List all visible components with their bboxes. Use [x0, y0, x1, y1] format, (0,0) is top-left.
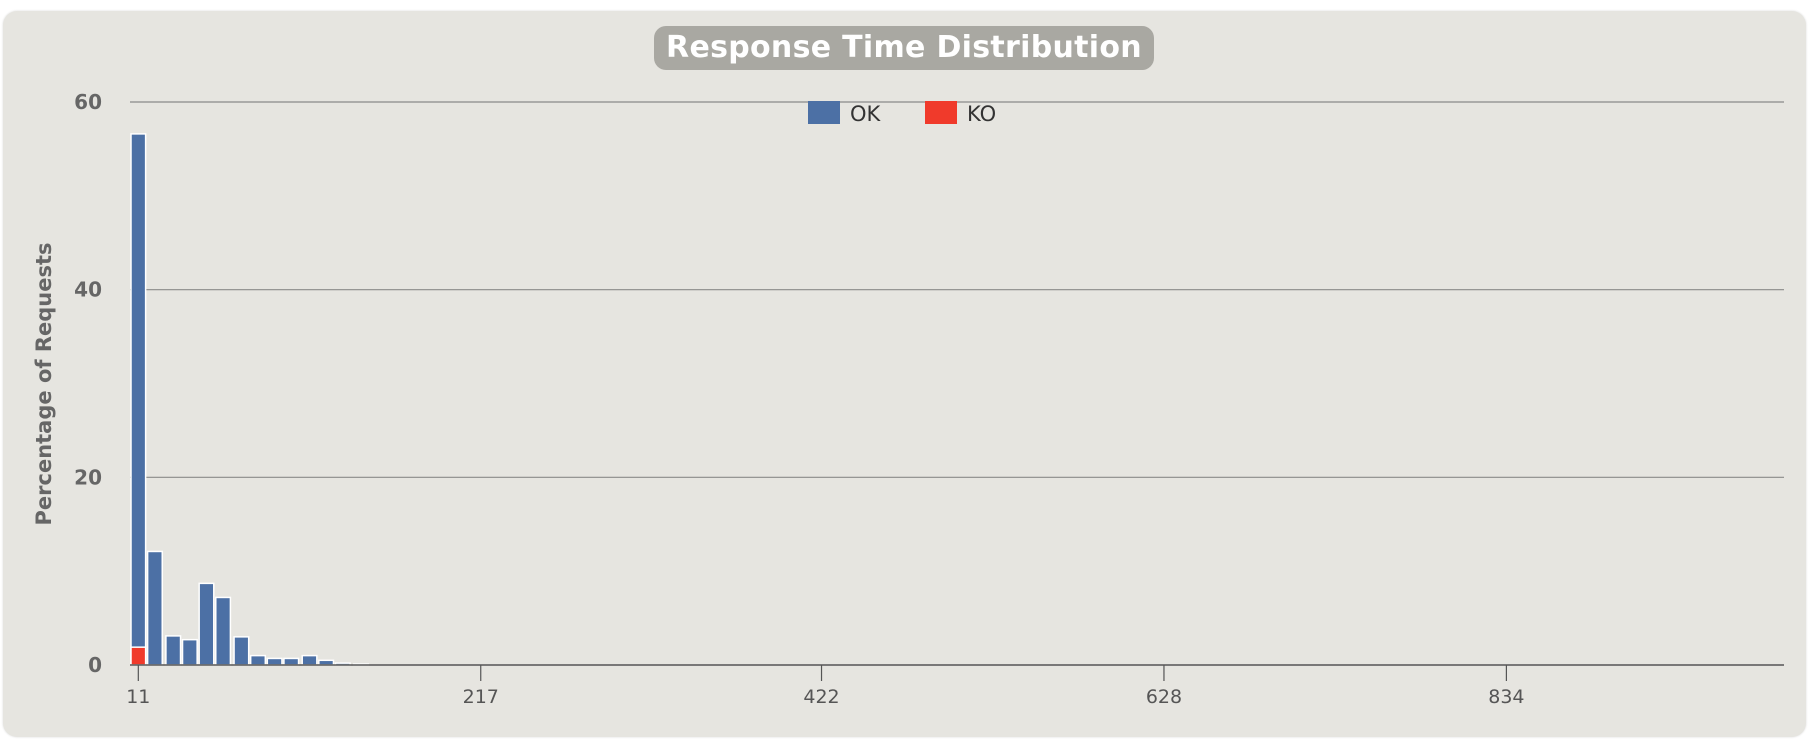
bar-ok-32[interactable]: [165, 635, 182, 666]
grid-lines: [130, 101, 1784, 478]
chart-panel: [3, 11, 1806, 737]
legend-swatch: [925, 101, 957, 124]
chart-title: Response Time Distribution: [654, 26, 1154, 70]
bar-ok-42[interactable]: [181, 638, 198, 666]
bar-ko-11[interactable]: [130, 646, 147, 666]
bar-ok-103[interactable]: [283, 657, 300, 666]
bar-ok-62[interactable]: [215, 596, 232, 666]
legend-item-ko[interactable]: KO: [925, 101, 996, 126]
bar-ok-114[interactable]: [301, 654, 318, 666]
legend[interactable]: OK KO: [808, 101, 996, 126]
bar-ok-11[interactable]: [130, 133, 147, 666]
y-tick-label: 40: [74, 278, 102, 302]
bar-ok-93[interactable]: [266, 657, 283, 666]
bar-ok-21[interactable]: [146, 550, 163, 666]
y-tick-label: 0: [88, 653, 102, 677]
bar-ok-73[interactable]: [233, 636, 250, 666]
legend-label: KO: [967, 102, 996, 126]
bars: [130, 133, 370, 666]
legend-swatch: [808, 101, 840, 124]
x-axis: 11 217 422 628 834: [126, 664, 1784, 708]
bar-ok-52[interactable]: [198, 582, 215, 666]
legend-label: OK: [850, 102, 882, 126]
y-axis-title: Percentage of Requests: [32, 243, 56, 526]
x-tick-label: 834: [1488, 686, 1524, 708]
y-tick-label: 60: [74, 90, 102, 114]
y-axis-ticks: 0 20 40 60: [74, 90, 102, 677]
y-tick-label: 20: [74, 465, 102, 489]
bar-ok-83[interactable]: [249, 654, 267, 666]
legend-item-ok[interactable]: OK: [808, 101, 882, 126]
x-tick-label: 217: [463, 686, 499, 708]
x-tick-label: 422: [803, 686, 839, 708]
x-tick-label: 11: [126, 686, 150, 708]
x-tick-label: 628: [1146, 686, 1182, 708]
